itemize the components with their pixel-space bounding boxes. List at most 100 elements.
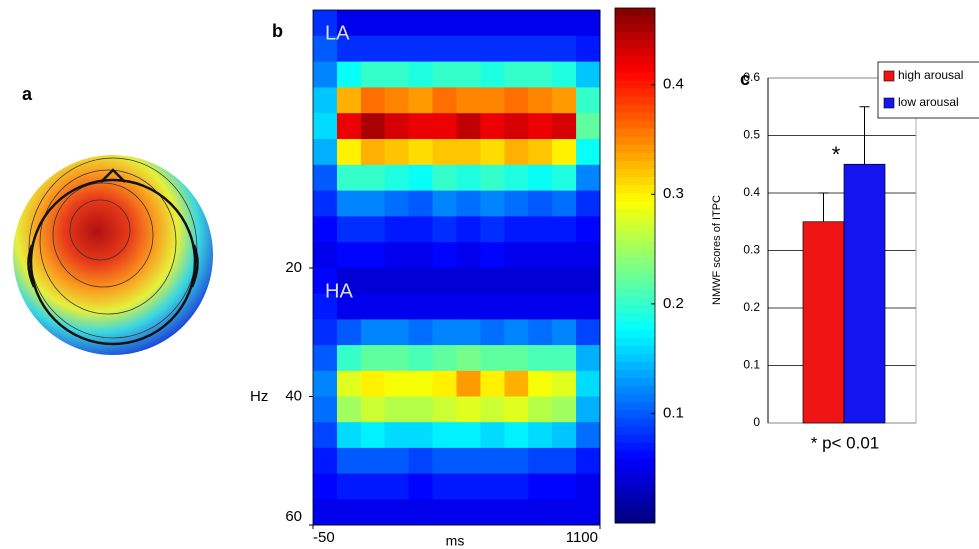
heatmap-cell	[336, 293, 362, 320]
heatmap-cell	[432, 473, 457, 500]
heatmap-cell	[480, 216, 505, 243]
heatmap-cell	[313, 499, 338, 526]
colorbar-segment	[615, 281, 655, 291]
colorbar-segment	[615, 168, 655, 178]
heatmap-cell	[360, 499, 386, 526]
heatmap-cell	[408, 113, 434, 140]
heatmap-cell	[528, 190, 553, 217]
heatmap-cell	[360, 35, 386, 63]
legend-label: low arousal	[898, 95, 959, 109]
heatmap-cell	[480, 370, 505, 397]
heatmap-cell	[432, 35, 457, 63]
colorbar-segment	[615, 370, 655, 379]
ears	[27, 244, 199, 288]
heatmap-cell	[384, 473, 410, 500]
heatmap-cell	[384, 216, 410, 243]
heatmap-cell	[528, 164, 553, 192]
colorbar-segment	[615, 64, 655, 73]
heatmap-cell	[313, 422, 338, 449]
heatmap-cell	[504, 473, 529, 500]
heatmap-cell	[552, 422, 577, 449]
heatmap-cell	[408, 190, 434, 217]
heatmap-cell	[480, 268, 505, 295]
colorbar-segment	[615, 297, 655, 307]
heatmap-cell	[480, 61, 505, 88]
panel-label: c	[740, 69, 750, 89]
heatmap-cell	[432, 499, 457, 526]
heatmap-cell	[528, 10, 553, 37]
heatmap-cell	[480, 319, 505, 346]
heatmap-cell	[504, 268, 529, 295]
heatmap-cell	[408, 35, 434, 63]
panel-label: b	[272, 21, 283, 41]
heatmap-cell	[408, 345, 434, 372]
colorbar-segment	[615, 394, 655, 403]
colorbar-segment	[615, 128, 655, 138]
colorbar-segment	[615, 16, 655, 25]
colorbar-segment	[615, 337, 655, 347]
heatmap-cell	[456, 268, 481, 295]
heatmap-cell	[552, 268, 577, 295]
colorbar-segment	[615, 442, 655, 452]
colorbar-segment	[615, 514, 655, 524]
scalp-map	[13, 155, 213, 355]
y-tick-label: 0.1	[743, 358, 760, 372]
heatmap-cell	[313, 242, 338, 269]
heatmap-cell	[408, 396, 434, 423]
heatmap-cell	[576, 139, 601, 166]
colorbar-segment	[615, 434, 655, 444]
heatmap-cell	[313, 268, 338, 295]
heatmap-cell	[552, 473, 577, 500]
colorbar-segment	[615, 410, 655, 419]
colorbar-tick-label: 0.1	[663, 404, 684, 421]
y-tick-label: 0.4	[743, 185, 760, 199]
heatmap-cell	[552, 190, 577, 217]
heatmap-cell	[528, 447, 553, 475]
heatmap-cell	[432, 396, 457, 423]
y-tick-label: 40	[285, 387, 302, 404]
heatmap-cell	[313, 87, 338, 114]
colorbar-segment	[615, 8, 655, 17]
heatmap-cell	[504, 164, 529, 192]
colorbar-segment	[615, 273, 655, 283]
colorbar-segment	[615, 233, 655, 242]
heatmap-cell	[552, 293, 577, 320]
colorbar-segment	[615, 474, 655, 484]
heatmap-cell	[360, 319, 386, 346]
colorbar-segment	[615, 329, 655, 339]
heatmap-cell	[432, 293, 457, 320]
heatmap-cell	[576, 10, 601, 37]
legend-label: high arousal	[898, 68, 963, 82]
colorbar-segment	[615, 56, 655, 65]
heatmap-cell	[336, 190, 362, 217]
heatmap-cell	[528, 319, 553, 346]
heatmap-cell	[576, 396, 601, 423]
colorbar-segment	[615, 354, 655, 363]
heatmap-cell	[336, 268, 362, 295]
colorbar-segment	[615, 201, 655, 210]
heatmap-cell	[504, 113, 529, 140]
heatmap-cell	[504, 10, 529, 37]
heatmap-cell	[408, 61, 434, 88]
heatmap-cell	[432, 268, 457, 295]
heatmap-cell	[480, 447, 505, 475]
colorbar-segment	[615, 209, 655, 218]
heatmap-cell	[528, 139, 553, 166]
heatmap-cell	[432, 216, 457, 243]
heatmap-cell	[408, 447, 434, 475]
heatmap-cell	[432, 422, 457, 449]
heatmap-cell	[528, 499, 553, 526]
heatmap-cell	[504, 87, 529, 114]
heatmap-cell	[504, 61, 529, 88]
heatmap-cell	[456, 396, 481, 423]
topomap	[13, 155, 213, 355]
colorbar-segment	[615, 24, 655, 33]
heatmap-cell	[504, 139, 529, 166]
heatmap-cell	[528, 473, 553, 500]
colorbar-segment	[615, 426, 655, 435]
heatmap-cell	[504, 499, 529, 526]
heatmap-cell	[432, 190, 457, 217]
heatmap-cell	[336, 422, 362, 449]
significance-star: *	[832, 142, 841, 167]
colorbar-segment	[615, 313, 655, 323]
